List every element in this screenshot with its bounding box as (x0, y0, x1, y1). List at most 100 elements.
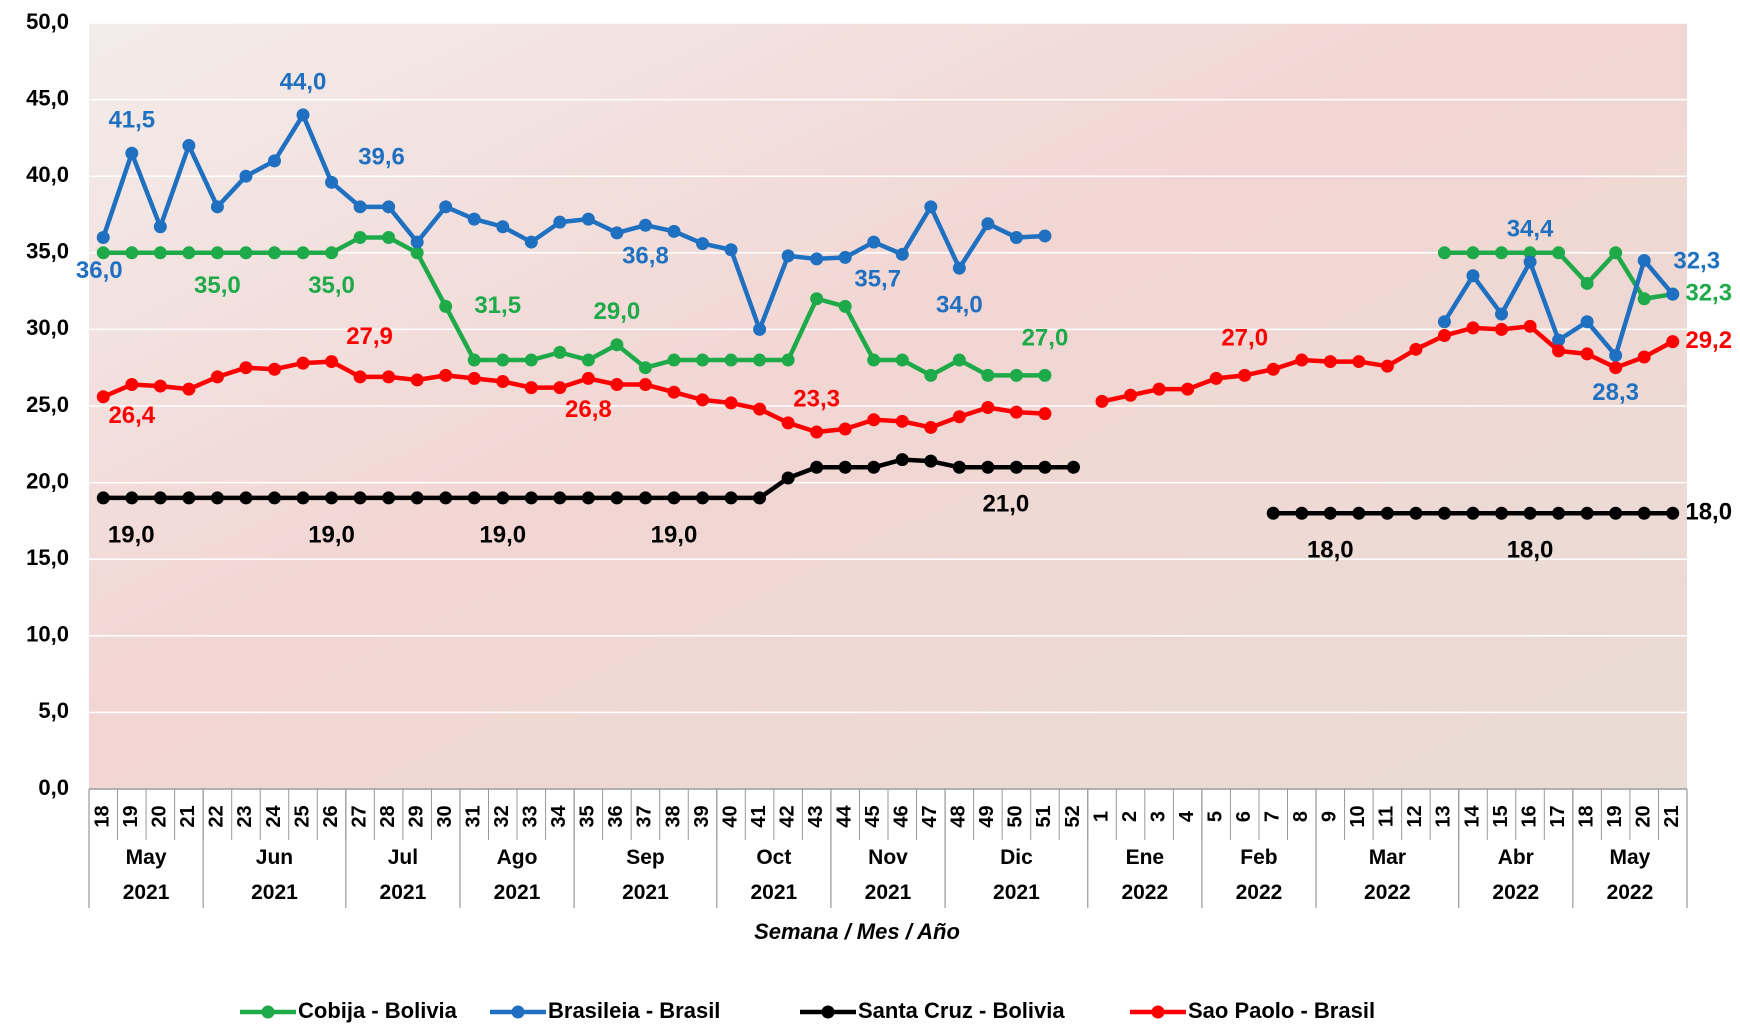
series-marker (1523, 506, 1537, 520)
data-label: 19,0 (308, 521, 355, 548)
series-marker (410, 235, 424, 249)
series-marker (895, 414, 909, 428)
series-marker (1009, 460, 1023, 474)
week-label: 29 (405, 805, 427, 827)
series-marker (724, 243, 738, 257)
series-marker (581, 212, 595, 226)
y-tick-label: 50,0 (26, 9, 69, 34)
series-marker (353, 491, 367, 505)
data-label: 19,0 (651, 521, 698, 548)
series-marker (410, 491, 424, 505)
month-label: Jun (256, 846, 293, 869)
series-marker (553, 491, 567, 505)
series-marker (1609, 246, 1623, 260)
series-marker (610, 378, 624, 392)
year-label: 2021 (993, 881, 1040, 904)
week-label: 31 (463, 805, 485, 827)
series-marker (1580, 506, 1594, 520)
series-marker (1666, 287, 1680, 301)
week-label: 30 (434, 805, 456, 827)
y-tick-label: 0,0 (38, 775, 69, 800)
series-marker (1323, 506, 1337, 520)
month-label: Ene (1126, 846, 1165, 869)
data-label: 27,0 (1022, 325, 1069, 352)
series-marker (182, 246, 196, 260)
data-label: 19,0 (479, 521, 526, 548)
week-label: 18 (1575, 805, 1597, 827)
year-label: 2022 (1364, 881, 1411, 904)
data-label: 35,7 (854, 265, 901, 292)
series-marker (467, 371, 481, 385)
week-label: 51 (1033, 805, 1055, 827)
series-marker (439, 299, 453, 313)
year-label: 2022 (1492, 881, 1539, 904)
series-marker (1295, 506, 1309, 520)
series-marker (267, 362, 281, 376)
series-marker (524, 491, 538, 505)
series-marker (1495, 246, 1509, 260)
series-marker (895, 247, 909, 261)
series-marker (182, 491, 196, 505)
series-marker (353, 370, 367, 384)
series-marker (467, 353, 481, 367)
week-label: 19 (120, 805, 142, 827)
month-label: Sep (626, 846, 665, 869)
data-label: 41,5 (108, 107, 155, 134)
series-marker (182, 382, 196, 396)
series-marker (296, 356, 310, 370)
series-marker (210, 370, 224, 384)
month-label: Ago (497, 846, 538, 869)
series-marker (353, 200, 367, 214)
x-axis-title: Semana / Mes / Año (754, 919, 960, 944)
y-tick-label: 15,0 (26, 545, 69, 570)
series-marker (581, 353, 595, 367)
series-marker (838, 299, 852, 313)
week-label: 28 (377, 805, 399, 827)
series-marker (125, 378, 139, 392)
year-label: 2021 (494, 881, 541, 904)
series-marker (696, 393, 710, 407)
series-marker (867, 413, 881, 427)
series-marker (1295, 353, 1309, 367)
week-label: 15 (1490, 805, 1512, 827)
series-marker (667, 491, 681, 505)
week-label: 26 (320, 805, 342, 827)
series-marker (638, 361, 652, 375)
y-tick-label: 35,0 (26, 239, 69, 264)
series-marker (696, 237, 710, 251)
data-label: 29,2 (1685, 327, 1732, 354)
series-marker (96, 390, 110, 404)
series-marker (1552, 246, 1566, 260)
series-marker (810, 252, 824, 266)
series-marker (1380, 506, 1394, 520)
series-marker (1437, 246, 1451, 260)
week-label: 35 (577, 805, 599, 827)
month-label: May (1609, 846, 1650, 869)
series-marker (638, 378, 652, 392)
series-marker (781, 416, 795, 430)
series-marker (325, 175, 339, 189)
series-marker (1209, 371, 1223, 385)
series-marker (952, 261, 966, 275)
series-marker (724, 396, 738, 410)
series-marker (210, 200, 224, 214)
series-marker (382, 370, 396, 384)
series-marker (1609, 361, 1623, 375)
series-marker (553, 215, 567, 229)
series-marker (638, 491, 652, 505)
series-marker (1580, 276, 1594, 290)
data-label: 35,0 (308, 272, 355, 299)
series-marker (667, 224, 681, 238)
week-label: 50 (1005, 805, 1027, 827)
series-marker (1437, 329, 1451, 343)
week-label: 47 (919, 805, 941, 827)
series-marker (753, 402, 767, 416)
data-label: 34,0 (936, 291, 983, 318)
series-marker (467, 491, 481, 505)
series-marker (125, 146, 139, 160)
data-label: 18,0 (1685, 499, 1732, 526)
series-marker (1666, 335, 1680, 349)
series-marker (1437, 506, 1451, 520)
data-label: 31,5 (474, 292, 521, 319)
week-label: 46 (891, 805, 913, 827)
